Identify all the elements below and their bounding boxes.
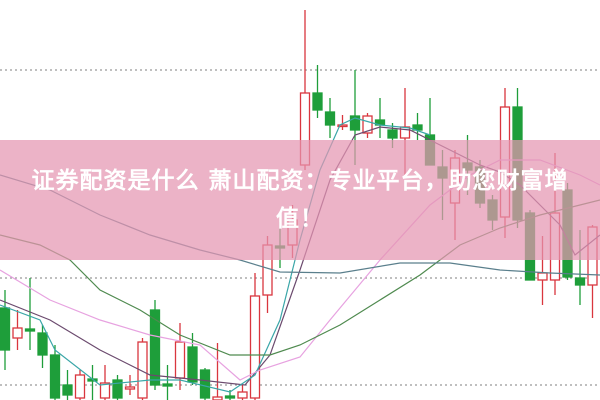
candle (99, 365, 111, 400)
candle (212, 343, 223, 400)
candle (374, 98, 386, 138)
candle (87, 365, 98, 400)
candle (237, 385, 248, 400)
candle-body (149, 309, 161, 386)
candle-body (137, 341, 148, 399)
candle-body (337, 124, 348, 128)
candle-body (74, 374, 86, 399)
candle (337, 115, 348, 130)
candle (62, 370, 73, 400)
moving-average-line (0, 117, 431, 393)
candle-body (124, 386, 136, 390)
candle (24, 278, 36, 350)
title-banner: 证券配资是什么 萧山配资：专业平台，助您财富增 值！ (0, 140, 600, 260)
candle (362, 113, 373, 138)
candle-body (49, 354, 61, 399)
candle (37, 325, 48, 368)
candle-body (362, 115, 373, 134)
candle (112, 375, 123, 400)
candle-body (174, 341, 186, 379)
candle-body (324, 111, 336, 126)
candle-body (62, 384, 73, 396)
banner-title-line-2: 值！ (276, 206, 324, 232)
candle (324, 98, 336, 138)
candle (199, 368, 211, 400)
candle-body (387, 129, 398, 139)
candle-body (112, 379, 123, 399)
candle-body (12, 327, 23, 339)
candle (124, 375, 136, 395)
candle (249, 273, 261, 400)
candle-body (37, 332, 48, 356)
candle (49, 345, 61, 400)
candle (149, 300, 161, 390)
banner-title-line-1: 证券配资是什么 萧山配资：专业平台，助您财富增 (31, 168, 569, 194)
candle (74, 370, 86, 400)
candle-body (249, 295, 261, 399)
candle-body (199, 369, 211, 399)
candle-body (224, 395, 236, 399)
candle-body (237, 391, 248, 399)
candle-body (162, 383, 173, 387)
candle-body (537, 272, 548, 281)
candle (312, 65, 323, 118)
candle (187, 333, 198, 385)
candle (0, 290, 11, 370)
candle-body (24, 328, 36, 332)
candle (12, 310, 23, 350)
candle-body (187, 346, 198, 383)
candle-body (99, 382, 111, 399)
candle-body (349, 115, 361, 131)
candle-body (574, 277, 586, 286)
candle (162, 365, 173, 400)
candle-body (312, 92, 323, 111)
candle-body (212, 396, 223, 400)
candle (137, 338, 148, 400)
candle-body (0, 307, 11, 351)
